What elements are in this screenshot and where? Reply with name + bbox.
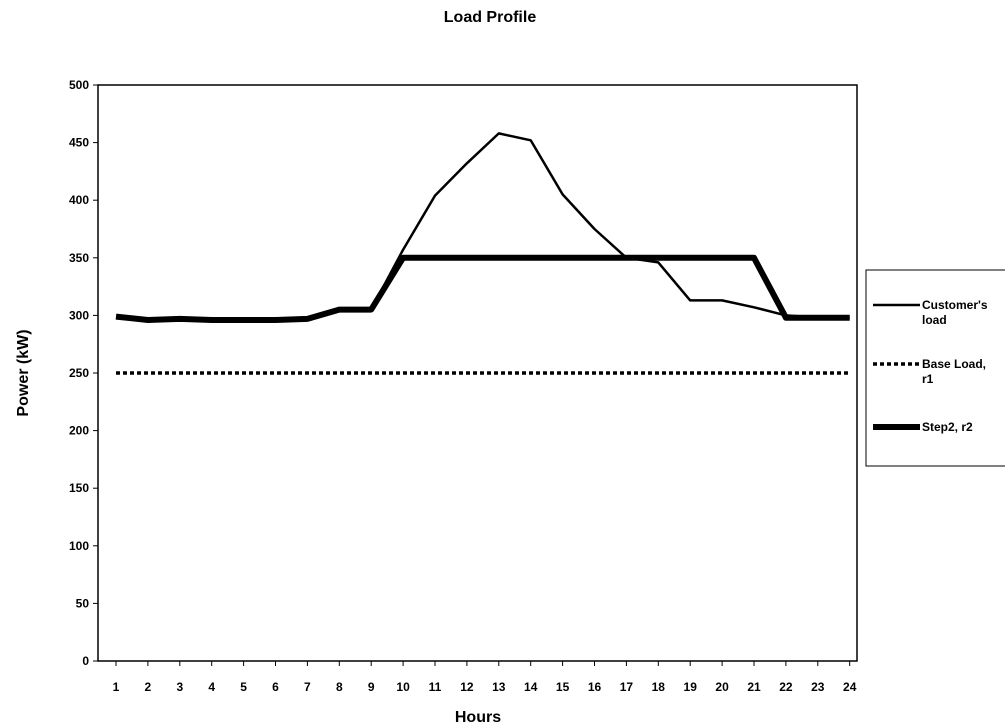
x-tick-label: 13 bbox=[492, 680, 506, 694]
y-tick-label: 0 bbox=[82, 654, 89, 668]
x-tick-label: 7 bbox=[304, 680, 311, 694]
x-tick-label: 18 bbox=[652, 680, 666, 694]
y-tick-label: 500 bbox=[69, 78, 89, 92]
x-tick-label: 11 bbox=[429, 680, 442, 694]
plot-area bbox=[97, 84, 858, 662]
x-tick-label: 14 bbox=[524, 680, 538, 694]
y-tick-label: 400 bbox=[69, 193, 89, 207]
series-line-0 bbox=[115, 132, 850, 323]
legend-label-2: Step2, r2 bbox=[922, 420, 973, 434]
x-tick-label: 8 bbox=[336, 680, 343, 694]
x-tick-label: 2 bbox=[145, 680, 152, 694]
legend-label-0: Customer's load bbox=[922, 298, 988, 327]
y-tick-label: 300 bbox=[69, 308, 89, 322]
legend: Customer's load Base Load, r1 Step2, r2 bbox=[865, 269, 1005, 467]
x-tick-label: 5 bbox=[240, 680, 247, 694]
chart-title: Load Profile bbox=[444, 9, 537, 26]
x-tick-label: 10 bbox=[396, 680, 410, 694]
x-tick-label: 17 bbox=[620, 680, 634, 694]
y-tick-label: 250 bbox=[69, 366, 89, 380]
x-tick-label: 22 bbox=[779, 680, 793, 694]
x-tick-label: 21 bbox=[747, 680, 761, 694]
x-tick-label: 12 bbox=[460, 680, 474, 694]
x-tick-label: 1 bbox=[113, 680, 120, 694]
y-tick-label: 450 bbox=[69, 136, 89, 150]
x-tick-label: 19 bbox=[684, 680, 698, 694]
y-tick-label: 350 bbox=[69, 251, 89, 265]
y-axis: 0 50 100 150 200 250 300 350 400 450 500 bbox=[69, 78, 98, 668]
x-tick-label: 4 bbox=[208, 680, 215, 694]
x-tick-label: 24 bbox=[843, 680, 857, 694]
y-tick-label: 100 bbox=[69, 539, 89, 553]
x-axis: 1 2 3 4 5 6 7 8 9 10 11 12 13 14 15 16 17 18 19 20 21 22 23 24 bbox=[113, 661, 857, 694]
y-axis-label: Power (kW) bbox=[15, 329, 32, 416]
y-tick-label: 200 bbox=[69, 424, 89, 438]
legend-label-1: Base Load, r1 bbox=[922, 357, 986, 386]
x-tick-label: 16 bbox=[588, 680, 602, 694]
series-layer bbox=[115, 132, 850, 375]
legend-box bbox=[865, 269, 1005, 467]
x-axis-label: Hours bbox=[455, 709, 501, 726]
y-tick-label: 150 bbox=[69, 481, 89, 495]
x-tick-label: 15 bbox=[556, 680, 570, 694]
y-tick-label: 50 bbox=[76, 596, 90, 610]
x-tick-label: 9 bbox=[368, 680, 375, 694]
x-tick-label: 3 bbox=[176, 680, 183, 694]
x-tick-label: 23 bbox=[811, 680, 825, 694]
x-tick-label: 20 bbox=[715, 680, 729, 694]
series-line-2 bbox=[115, 254, 850, 323]
x-tick-label: 6 bbox=[272, 680, 279, 694]
